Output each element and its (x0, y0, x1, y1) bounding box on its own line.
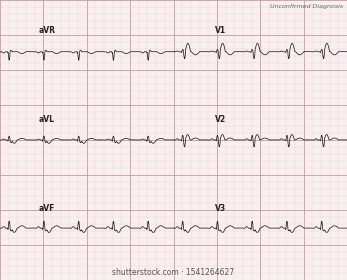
Text: V2: V2 (215, 115, 226, 123)
Text: aVL: aVL (39, 115, 55, 123)
Text: V3: V3 (215, 204, 226, 213)
Text: aVF: aVF (39, 204, 55, 213)
Text: Unconfirmed Diagnosis: Unconfirmed Diagnosis (270, 4, 344, 9)
Text: aVR: aVR (39, 26, 55, 35)
Text: shutterstock.com · 1541264627: shutterstock.com · 1541264627 (112, 268, 235, 277)
Text: V1: V1 (215, 26, 226, 35)
